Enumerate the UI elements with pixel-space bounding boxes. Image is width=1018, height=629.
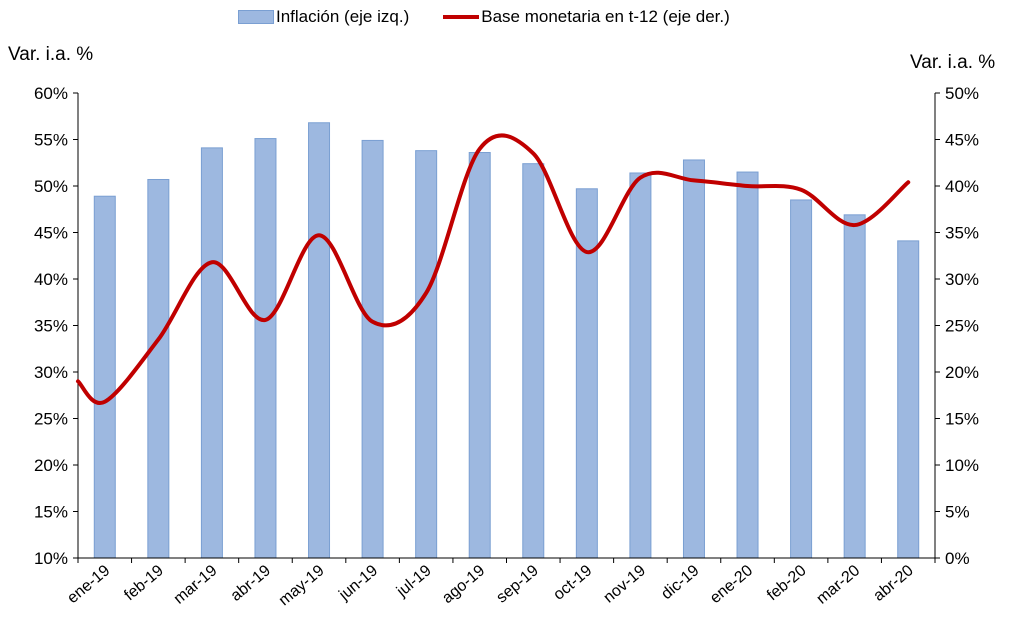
- x-tick-label: mar-19: [171, 562, 221, 608]
- y-tick-label-left: 30%: [34, 363, 68, 382]
- y-tick-label-right: 15%: [945, 410, 979, 429]
- x-tick-label: ago-19: [439, 562, 488, 607]
- bar-feb-19: [147, 178, 170, 559]
- y-tick-label-right: 20%: [945, 363, 979, 382]
- x-tick-label: feb-19: [121, 562, 167, 604]
- x-tick-label: abr-20: [870, 562, 916, 605]
- y-tick-label-left: 40%: [34, 270, 68, 289]
- line-series-monetary-base: [76, 133, 911, 405]
- bar-mar-20: [843, 214, 866, 559]
- bar-sep-19: [522, 163, 545, 559]
- x-tick-label: oct-19: [550, 562, 595, 604]
- bar-abr-19: [254, 138, 277, 559]
- bar-ene-20: [736, 171, 759, 559]
- y-tick-label-right: 45%: [945, 131, 979, 150]
- x-tick-label: ene-19: [64, 562, 113, 607]
- y-tick-label-right: 35%: [945, 224, 979, 243]
- legend: Inflación (eje izq.) Base monetaria en t…: [238, 6, 730, 28]
- y-tick-label-right: 30%: [945, 270, 979, 289]
- y-tick-label-right: 50%: [945, 84, 979, 103]
- x-tick-label: feb-20: [764, 562, 810, 604]
- y-tick-label-left: 35%: [34, 317, 68, 336]
- bar-abr-20: [897, 240, 920, 559]
- y-tick-label-left: 50%: [34, 177, 68, 196]
- x-tick-label: may-19: [276, 562, 328, 609]
- y-tick-label-left: 10%: [34, 549, 68, 568]
- bar-may-19: [308, 122, 331, 559]
- x-tick-label: mar-20: [813, 562, 863, 608]
- legend-swatch-line: [443, 15, 480, 19]
- x-tick-label: nov-19: [601, 562, 649, 607]
- y-tick-label-right: 5%: [945, 503, 970, 522]
- legend-item-monetary-base: Base monetaria en t-12 (eje der.): [409, 7, 730, 27]
- y-tick-label-right: 10%: [945, 456, 979, 475]
- bar-ago-19: [468, 152, 491, 559]
- x-tick-label: sep-19: [493, 562, 541, 607]
- x-tick-label: abr-19: [228, 562, 274, 605]
- y-tick-label-left: 20%: [34, 456, 68, 475]
- legend-item-inflation: Inflación (eje izq.): [238, 7, 409, 27]
- bar-feb-20: [790, 199, 813, 559]
- y-tick-label-right: 25%: [945, 317, 979, 336]
- bar-jul-19: [415, 150, 438, 559]
- y-tick-label-left: 55%: [34, 131, 68, 150]
- legend-label-inflation: Inflación (eje izq.): [276, 7, 410, 26]
- y-tick-label-left: 60%: [34, 84, 68, 103]
- y-axis-right-label: Var. i.a. %: [910, 52, 996, 73]
- bar-dic-19: [682, 159, 705, 559]
- y-tick-label-right: 40%: [945, 177, 979, 196]
- y-tick-label-right: 0%: [945, 549, 970, 568]
- bar-nov-19: [629, 172, 652, 559]
- y-axis-left-label: Var. i.a. %: [8, 44, 94, 65]
- y-tick-label-left: 45%: [34, 224, 68, 243]
- legend-swatch-bar: [238, 10, 274, 24]
- y-tick-label-left: 25%: [34, 410, 68, 429]
- bar-ene-19: [93, 195, 116, 559]
- y-tick-label-left: 15%: [34, 503, 68, 522]
- x-tick-label: ene-20: [707, 562, 756, 607]
- legend-label-monetary-base: Base monetaria en t-12 (eje der.): [481, 7, 730, 26]
- bar-jun-19: [361, 139, 384, 559]
- x-tick-label: jul-19: [393, 562, 435, 601]
- x-tick-label: dic-19: [658, 562, 702, 603]
- x-tick-label: jun-19: [335, 562, 381, 604]
- bar-mar-19: [200, 147, 223, 559]
